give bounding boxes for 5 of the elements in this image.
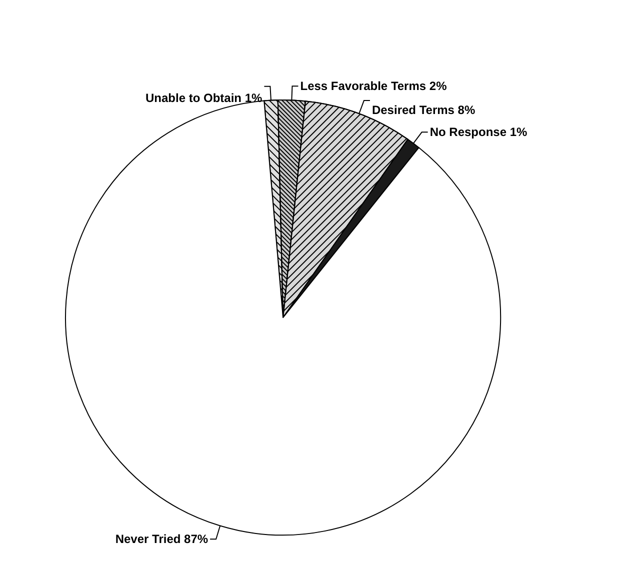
slice-label: Less Favorable Terms 2% [300,79,448,94]
slice-label: Unable to Obtain 1% [146,91,263,106]
slice-label: No Response 1% [430,125,528,140]
slice-label: Never Tried 87% [115,532,208,546]
slice-label: Desired Terms 8% [372,103,476,118]
